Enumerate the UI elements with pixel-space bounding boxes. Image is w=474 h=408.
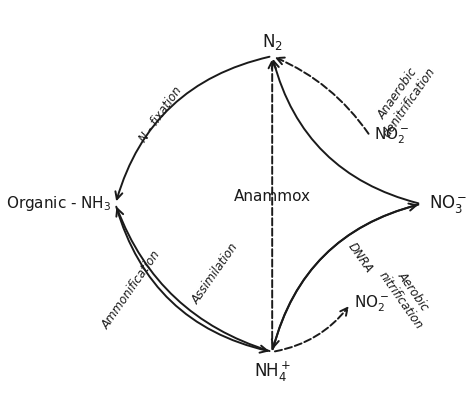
Text: Anaerobic
denitrification: Anaerobic denitrification [368,56,438,140]
Text: NH$_4^+$: NH$_4^+$ [254,360,291,384]
Text: N - fixation: N - fixation [137,84,184,144]
Text: NO$_3^-$: NO$_3^-$ [429,193,467,215]
Text: DNRA: DNRA [345,240,375,275]
Text: Aerobic
nitrification: Aerobic nitrification [377,260,438,331]
Text: Assimilation: Assimilation [190,241,241,307]
Text: Ammonification: Ammonification [99,248,163,332]
Text: NO$_2^-$: NO$_2^-$ [374,126,410,146]
Text: NO$_2^-$: NO$_2^-$ [355,294,390,314]
Text: Anammox: Anammox [234,188,310,204]
Text: Organic - NH$_3$: Organic - NH$_3$ [6,195,111,213]
Text: N$_2$: N$_2$ [262,32,283,52]
